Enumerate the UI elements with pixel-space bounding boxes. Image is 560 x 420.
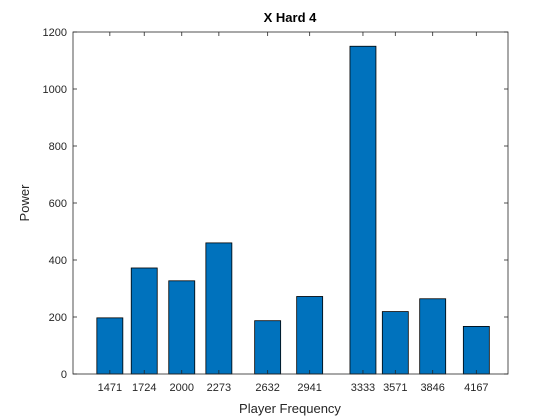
x-tick-label: 4167 (464, 382, 488, 394)
bars-group (96, 45, 490, 375)
y-axis-label: Power (17, 184, 32, 222)
x-tick-label: 3333 (351, 382, 375, 394)
y-tick-label: 400 (49, 255, 67, 267)
y-tick-label: 0 (61, 369, 67, 381)
x-axis-ticks: 1471 1724 2000 2273 2632 2941 3333 3571 3846 4167 (98, 32, 489, 394)
bar-2941 (296, 296, 324, 375)
bar-1724 (130, 267, 158, 375)
x-tick-label: 1724 (132, 382, 156, 394)
bar-3846 (419, 298, 447, 375)
y-tick-label: 200 (49, 312, 67, 324)
bar-2000 (168, 280, 196, 375)
x-tick-label: 2000 (170, 382, 194, 394)
x-axis-label: Player Frequency (239, 401, 341, 416)
bar-3333 (349, 45, 377, 375)
bar-3571 (381, 311, 409, 375)
chart-title: X Hard 4 (264, 10, 318, 25)
x-tick-label: 1471 (98, 382, 122, 394)
y-axis-ticks: 0 200 400 600 800 1000 1200 (43, 27, 508, 381)
x-tick-label: 2941 (297, 382, 321, 394)
y-tick-label: 1000 (43, 84, 67, 96)
x-tick-label: 2273 (207, 382, 231, 394)
y-tick-label: 1200 (43, 27, 67, 39)
x-tick-label: 3846 (420, 382, 444, 394)
bar-2273 (205, 242, 233, 375)
bar-2632 (254, 320, 282, 375)
bar-1471 (96, 317, 124, 375)
y-tick-label: 600 (49, 198, 67, 210)
bar-4167 (462, 325, 490, 375)
x-tick-label: 2632 (255, 382, 279, 394)
y-tick-label: 800 (49, 141, 67, 153)
x-tick-label: 3571 (383, 382, 407, 394)
